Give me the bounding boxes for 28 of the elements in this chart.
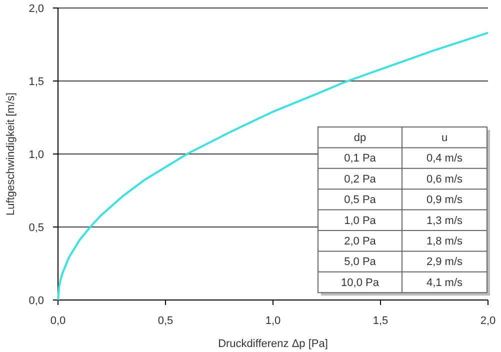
y-tick-label: 1,5 — [28, 76, 44, 88]
y-tick-label: 0,0 — [28, 295, 44, 307]
annotation: 2,0 Pa — [344, 236, 377, 248]
x-tick-label: 1,5 — [372, 315, 388, 327]
annotation: 0,6 m/s — [426, 173, 464, 186]
annotation: 1,0 Pa — [344, 214, 377, 227]
annotation: u — [441, 132, 448, 144]
annotation: 10,0 Pa — [341, 276, 380, 289]
annotation: 0,2 Pa — [344, 173, 377, 186]
annotation: 0,1 Pa — [344, 152, 377, 165]
y-tick-label: 1,0 — [28, 149, 44, 161]
x-tick-label: 0,0 — [50, 315, 66, 327]
annotation: 4,1 m/s — [426, 276, 464, 289]
annotation: 0,5 Pa — [344, 194, 377, 206]
annotation: dp — [354, 132, 366, 144]
x-tick-label: 2,0 — [480, 315, 496, 327]
y-tick-label: 0,5 — [28, 222, 44, 234]
x-tick-label: 0,5 — [158, 315, 174, 327]
annotation: 0,9 m/s — [426, 194, 464, 206]
annotation: 2,9 m/s — [426, 256, 464, 268]
y-axis-title: Luftgeschwindigkeit [m/s] — [5, 92, 17, 216]
y-tick-label: 2,0 — [28, 3, 44, 15]
x-axis-title: Druckdifferenz Δp [Pa] — [218, 338, 328, 350]
annotation: 0,4 m/s — [426, 152, 464, 165]
annotation: 5,0 Pa — [344, 256, 377, 268]
annotation: 1,3 m/s — [426, 214, 464, 227]
x-tick-label: 1,0 — [265, 315, 281, 327]
annotation: 1,8 m/s — [426, 236, 464, 248]
